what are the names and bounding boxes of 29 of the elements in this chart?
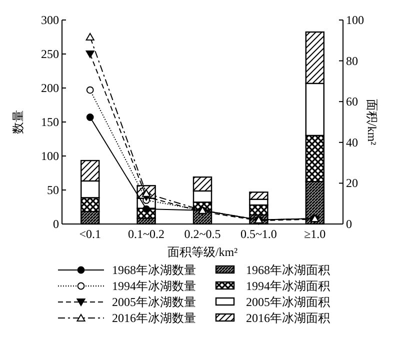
y2-tick-label: 20	[346, 176, 358, 190]
y2-axis-title: 面积/km²	[365, 98, 379, 146]
y2-tick-label: 60	[346, 94, 358, 109]
legend-label: 2005年冰湖数量	[112, 295, 196, 309]
legend-label: 2005年冰湖面积	[246, 295, 330, 309]
y2-tick-label: 40	[346, 135, 358, 150]
y-tick-label: 200	[41, 81, 59, 95]
y-tick-label: 250	[41, 47, 59, 61]
y-axis-title: 数量	[11, 110, 25, 134]
y2-tick-label: 80	[346, 54, 358, 68]
y-tick-label: 150	[41, 115, 59, 129]
y2-tick-label: 100	[346, 13, 364, 27]
legend-label: 1968年冰湖面积	[246, 263, 330, 277]
legend-label: 2016年冰湖数量	[112, 311, 196, 325]
legend-label: 2016年冰湖面积	[246, 311, 330, 325]
y-tick-label: 100	[41, 149, 59, 163]
y2-tick-label: 0	[346, 217, 352, 231]
y-tick-label: 50	[47, 183, 59, 197]
x-tick-label: 0.1~0.2	[128, 227, 165, 241]
legend-label: 1994年冰湖数量	[112, 279, 196, 293]
legend-label: 1994年冰湖面积	[246, 279, 330, 293]
y-tick-label: 0	[53, 217, 59, 231]
x-tick-label: 0.5~1.0	[240, 227, 277, 241]
legend-label: 1968年冰湖数量	[112, 263, 196, 277]
x-axis-title: 面积等级/km²	[167, 245, 238, 259]
x-tick-label: 0.2~0.5	[184, 227, 221, 241]
x-tick-label: ≥1.0	[304, 227, 326, 241]
x-tick-label: <0.1	[79, 227, 101, 241]
y-tick-label: 300	[41, 13, 59, 27]
